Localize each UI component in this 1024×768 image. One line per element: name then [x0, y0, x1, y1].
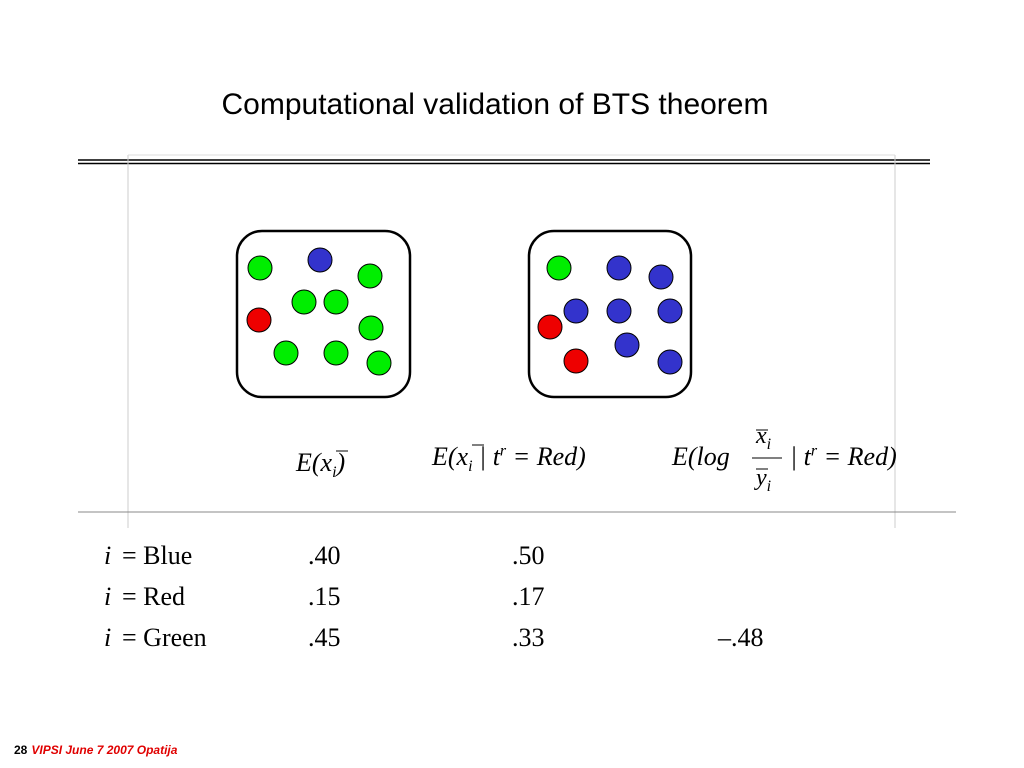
- ball: [606, 255, 632, 281]
- ball: [614, 332, 640, 358]
- row-label: = Red: [122, 582, 186, 611]
- footer-text: VIPSI June 7 2007 Opatija: [31, 743, 178, 757]
- formula-part: E(: [432, 442, 457, 471]
- formula-part: y: [756, 465, 767, 491]
- formula-part: r: [810, 442, 818, 460]
- formula-part: | t: [479, 442, 500, 471]
- ball: [291, 289, 317, 315]
- cell: –.48: [718, 623, 764, 652]
- ball: [273, 340, 299, 366]
- cell: .17: [512, 582, 545, 611]
- ball: [606, 298, 632, 324]
- formula-part: ): [336, 448, 346, 477]
- ball: [307, 247, 333, 273]
- row-variable: i: [104, 541, 112, 570]
- formula: E(log: [672, 442, 730, 472]
- ball: [357, 263, 383, 289]
- formula-part: i: [766, 477, 772, 495]
- balls: [246, 247, 683, 376]
- row-label: = Blue: [122, 541, 193, 570]
- ball: [366, 350, 392, 376]
- ball: [563, 348, 589, 374]
- formula-part: i: [468, 458, 473, 476]
- formula-part: x: [756, 423, 767, 449]
- formula-part: i: [332, 464, 337, 482]
- urn: [235, 229, 412, 399]
- row-label: = Green: [122, 623, 207, 652]
- slide-title: Computational validation of BTS theorem: [221, 88, 769, 121]
- cell: .15: [308, 582, 341, 611]
- formula-part: r: [499, 442, 507, 460]
- footer: 28 VIPSI June 7 2007 Opatija: [14, 741, 177, 759]
- formula-part: i: [766, 435, 772, 453]
- ball: [657, 298, 683, 324]
- formula-part: = Red): [823, 442, 897, 471]
- formula-part: xi: [756, 423, 771, 454]
- row-variable: i: [104, 582, 112, 611]
- row-variable: i: [104, 623, 112, 652]
- formula-part: x: [456, 442, 469, 471]
- formula-part: x: [320, 448, 333, 477]
- ball: [648, 264, 674, 290]
- formula: E(xi | tr = Red): [432, 442, 586, 476]
- cell: .50: [512, 541, 545, 570]
- formula-part: E(: [296, 448, 321, 477]
- ball: [563, 298, 589, 324]
- formula: E(xi): [296, 448, 345, 482]
- ball: [546, 255, 572, 281]
- ball: [247, 255, 273, 281]
- formula: | tr = Red): [790, 442, 897, 472]
- ball: [323, 289, 349, 315]
- cell: .33: [512, 623, 545, 652]
- formula-part: E(log: [672, 442, 730, 471]
- page-number: 28: [14, 743, 28, 757]
- formula-part: yi: [756, 465, 771, 496]
- formula-part: | t: [790, 442, 811, 471]
- cell: .45: [308, 623, 341, 652]
- cell: .40: [308, 541, 341, 570]
- ball: [657, 349, 683, 375]
- formula-part: = Red): [512, 442, 586, 471]
- urn: [527, 229, 693, 399]
- ball: [246, 307, 272, 333]
- ball: [358, 315, 384, 341]
- ball: [323, 340, 349, 366]
- ball: [537, 314, 563, 340]
